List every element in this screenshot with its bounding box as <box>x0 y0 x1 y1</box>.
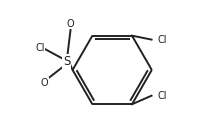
Text: Cl: Cl <box>157 91 167 101</box>
Text: Cl: Cl <box>35 43 45 53</box>
Text: O: O <box>40 77 48 88</box>
Text: Cl: Cl <box>157 35 167 45</box>
Text: O: O <box>67 19 74 29</box>
Text: S: S <box>63 55 70 68</box>
